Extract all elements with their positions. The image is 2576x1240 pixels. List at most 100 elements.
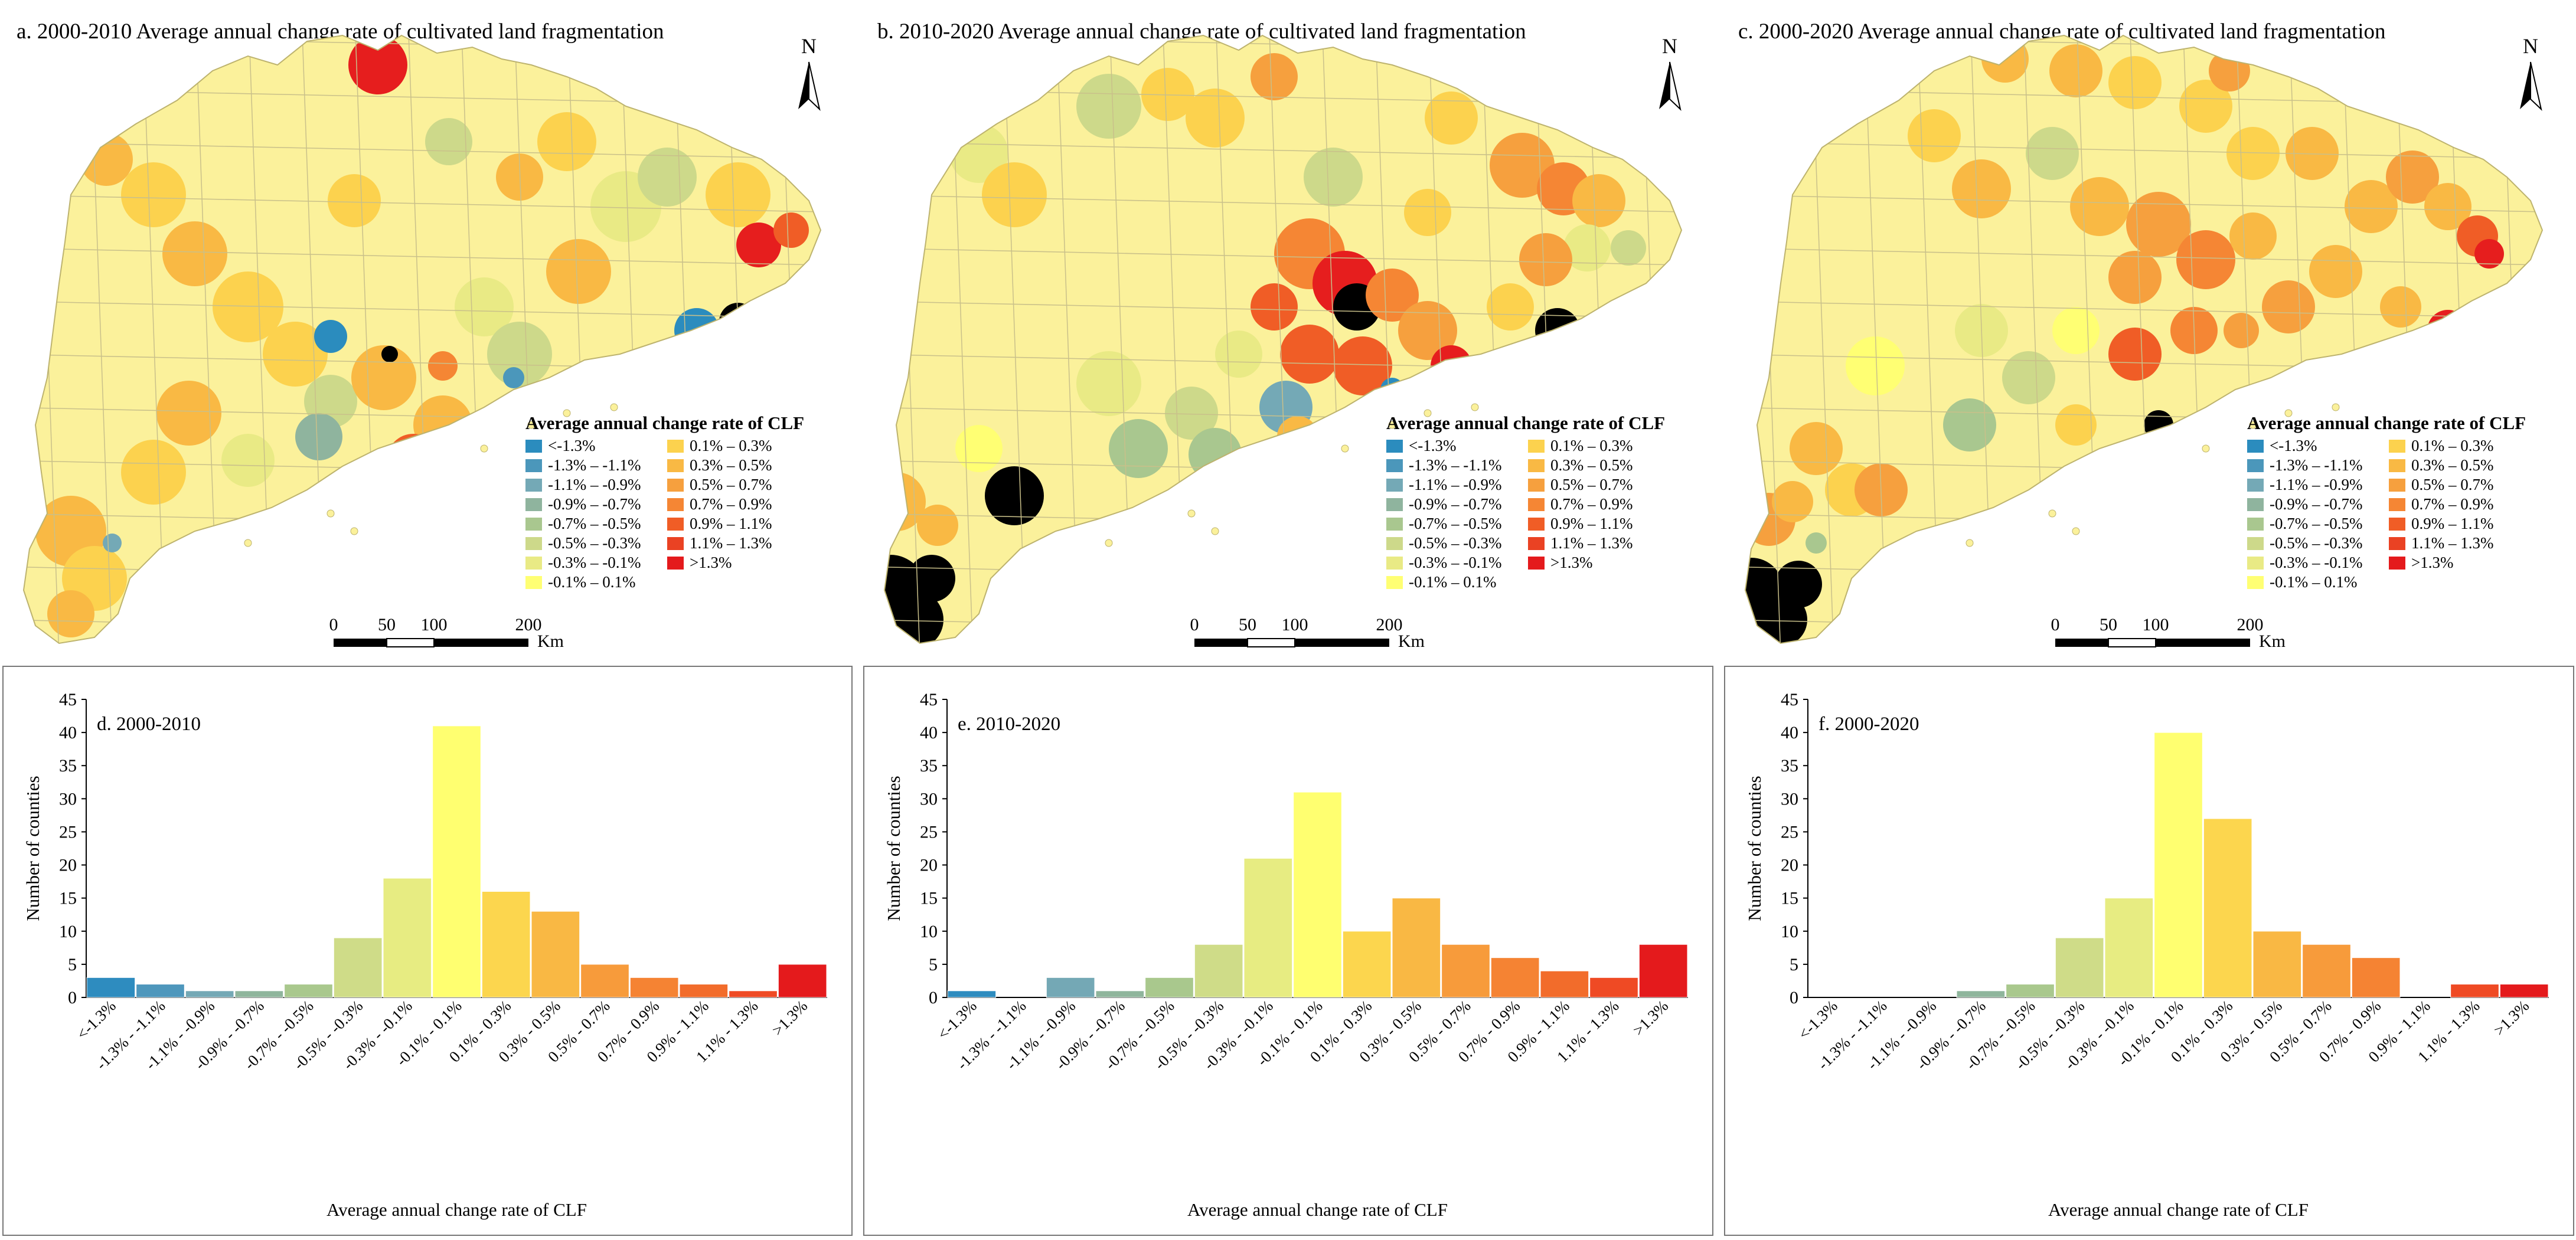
county-region — [381, 346, 398, 362]
legend-item: 0.5% – 0.7% — [667, 475, 809, 495]
county-region — [2209, 50, 2250, 91]
county-region — [1141, 68, 1194, 121]
legend-item: 1.1% – 1.3% — [1528, 534, 1670, 553]
map-panel-2000-2010: a. 2000-2010 Average annual change rate … — [0, 0, 850, 656]
legend-label: -0.3% – -0.1% — [1409, 554, 1502, 571]
scale-tick: 0 — [329, 615, 338, 634]
x-axis-label: Average annual change rate of CLF — [1187, 1199, 1448, 1220]
legend-item: -0.7% – -0.5% — [525, 514, 667, 534]
north-arrow-icon: N — [2520, 34, 2542, 111]
scale-tick: 50 — [378, 615, 396, 634]
histogram-bar — [1095, 990, 1145, 998]
y-tick-label: 35 — [59, 756, 77, 776]
county-region — [1466, 363, 1507, 404]
county-region — [908, 555, 955, 602]
county-region — [1366, 269, 1419, 322]
legend-swatch — [525, 575, 542, 589]
legend-label: 0.7% – 0.9% — [690, 495, 772, 513]
scale-segment — [2055, 639, 2108, 647]
county-boundary — [24, 141, 821, 160]
y-tick-label: 25 — [59, 822, 77, 842]
scale-tick: 200 — [515, 615, 542, 634]
y-axis-label: Number of counties — [22, 776, 43, 921]
legend-swatch — [2389, 517, 2405, 531]
y-tick-label: 30 — [1781, 789, 1798, 809]
histogram-bar — [629, 977, 679, 998]
province-border — [883, 34, 1683, 644]
histogram-bar — [1342, 931, 1392, 998]
county-region — [387, 434, 440, 487]
legend-label: <-1.3% — [2270, 437, 2317, 454]
legend-item: -1.1% – -0.9% — [1386, 475, 1528, 495]
x-tick-label: <-1.3% — [73, 997, 119, 1043]
north-arrow-left — [2520, 62, 2531, 109]
county-region — [1846, 336, 1905, 395]
county-region — [1165, 387, 1218, 440]
y-tick-label: 5 — [929, 955, 938, 974]
legend-label: 0.7% – 0.9% — [2411, 495, 2494, 513]
legend-label: -0.7% – -0.5% — [2270, 515, 2363, 532]
y-tick-label: 0 — [1790, 988, 1798, 1007]
histogram-bar — [778, 964, 827, 998]
legend-swatch — [525, 517, 542, 531]
histogram-bar — [136, 984, 185, 998]
legend-item: -0.5% – -0.3% — [2247, 534, 2389, 553]
legend-swatch — [667, 517, 684, 531]
legend-item: 0.9% – 1.1% — [2389, 514, 2531, 534]
county-region — [1251, 460, 1298, 508]
legend-label: 0.3% – 0.5% — [2411, 456, 2494, 474]
legend-swatch — [1528, 498, 1545, 511]
legend-swatch — [2247, 556, 2264, 570]
legend-label: >1.3% — [690, 554, 732, 571]
histogram-bar — [2104, 898, 2154, 998]
north-arrow-right — [2530, 61, 2542, 111]
legend-label: <-1.3% — [1409, 437, 1457, 454]
north-arrow-right — [808, 61, 821, 111]
island — [480, 444, 488, 453]
county-region — [1076, 74, 1141, 139]
x-tick-label: >1.3% — [2490, 997, 2533, 1039]
county-region — [1280, 325, 1339, 384]
county-region — [985, 466, 1044, 525]
histogram-bar — [1490, 957, 1540, 998]
county-region — [425, 118, 472, 165]
legend-label: -1.1% – -0.9% — [2270, 476, 2363, 493]
county-region — [2424, 183, 2471, 230]
y-tick-label: 5 — [68, 955, 77, 974]
legend-item: 0.3% – 0.5% — [2389, 456, 2531, 475]
legend-title: Average annual change rate of CLF — [1386, 413, 1666, 433]
legend-swatch — [525, 498, 542, 511]
county-region — [2108, 251, 2162, 304]
scale-tick: 0 — [2051, 615, 2060, 634]
county-region — [1772, 481, 1813, 522]
county-region — [773, 212, 809, 248]
legend-label: -1.1% – -0.9% — [1409, 476, 1502, 493]
county-region — [2176, 230, 2235, 289]
histogram-bar — [2351, 957, 2401, 998]
island — [1424, 409, 1432, 417]
histogram-bar — [2006, 984, 2055, 998]
scale-tick: 100 — [2143, 615, 2169, 634]
scale-tick: 100 — [421, 615, 448, 634]
scale-tick: 50 — [2100, 615, 2117, 634]
county-region — [156, 381, 221, 446]
county-region — [1109, 419, 1168, 478]
county-region — [1908, 109, 1961, 162]
legend-swatch — [2247, 536, 2264, 550]
legend-item: -0.7% – -0.5% — [1386, 514, 1528, 534]
x-axis-label: Average annual change rate of CLF — [327, 1199, 587, 1220]
county-region — [348, 35, 407, 94]
legend-item: 0.5% – 0.7% — [1528, 475, 1670, 495]
island — [2249, 421, 2257, 429]
histogram-bar — [2450, 984, 2499, 998]
county-region — [955, 425, 1003, 472]
y-tick-label: 10 — [59, 922, 77, 941]
north-arrow-left — [1659, 62, 1670, 109]
legend-swatch — [2247, 439, 2264, 453]
legend-swatch — [1386, 498, 1403, 511]
county-region — [917, 505, 958, 546]
county-boundary — [884, 141, 1682, 160]
legend-swatch — [1386, 575, 1403, 589]
county-region — [221, 434, 275, 487]
legend-item: 0.1% – 0.3% — [1528, 436, 1670, 456]
